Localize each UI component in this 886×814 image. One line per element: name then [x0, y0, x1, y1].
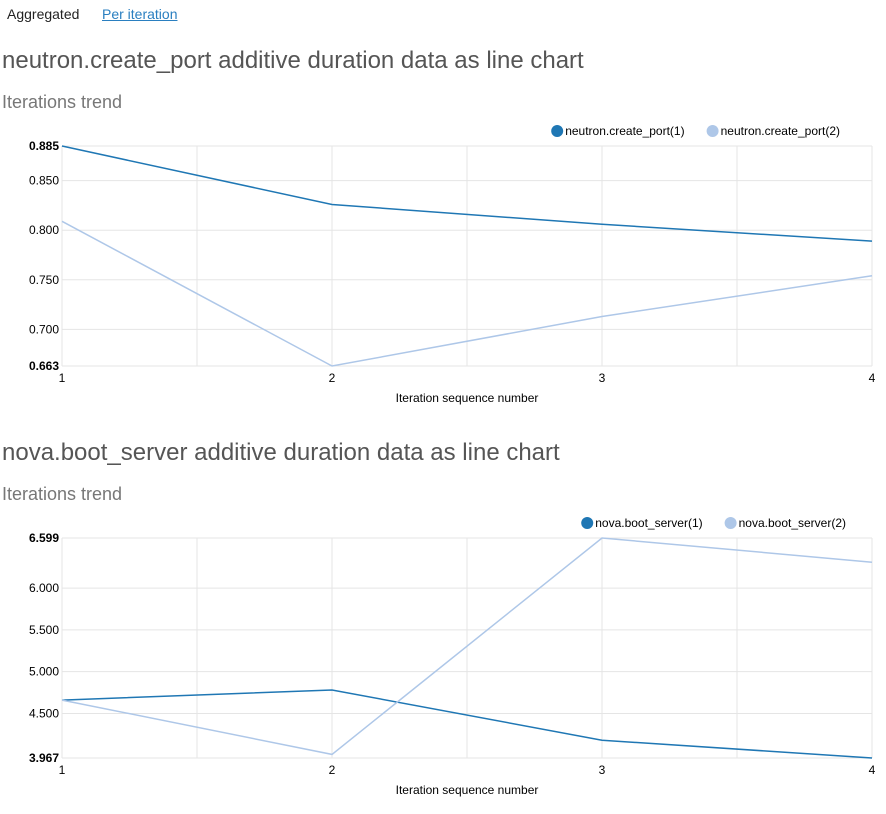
y-tick-label: 0.750	[29, 273, 59, 287]
section-subtitle: Iterations trend	[2, 484, 123, 504]
x-tick-label: 2	[329, 371, 336, 385]
grid-lines	[61, 537, 873, 759]
x-axis: 1 2 3 4	[59, 371, 876, 385]
y-tick-label: 5.500	[29, 623, 59, 637]
legend-item[interactable]: nova.boot_server(2)	[724, 516, 846, 530]
y-tick-label: 0.885	[29, 139, 59, 153]
x-tick-label: 3	[599, 763, 606, 777]
section-title: nova.boot_server additive duration data …	[2, 439, 560, 466]
x-tick-label: 4	[869, 763, 876, 777]
view-tabs: Aggregated Per iteration	[0, 0, 886, 30]
y-tick-label: 0.800	[29, 223, 59, 237]
legend-item[interactable]: neutron.create_port(2)	[706, 124, 840, 138]
legend-label: neutron.create_port(2)	[721, 124, 840, 138]
tab-aggregated[interactable]: Aggregated	[7, 6, 80, 22]
series-line	[61, 220, 873, 367]
y-tick-label: 4.500	[29, 706, 59, 720]
grid-lines	[61, 145, 873, 367]
x-tick-label: 2	[329, 763, 336, 777]
legend: neutron.create_port(1) neutron.create_por…	[551, 124, 840, 138]
x-axis-label: Iteration sequence number	[396, 391, 539, 405]
y-tick-label: 0.700	[29, 322, 59, 336]
legend: nova.boot_server(1) nova.boot_server(2)	[581, 516, 846, 530]
chart-section-neutron: neutron.create_port additive duration da…	[0, 47, 886, 407]
y-tick-label: 5.000	[29, 665, 59, 679]
x-axis-label: Iteration sequence number	[396, 783, 539, 797]
series-line	[61, 689, 873, 759]
y-tick-label: 0.663	[29, 359, 59, 373]
y-tick-label: 3.967	[29, 751, 59, 765]
series-group	[61, 537, 873, 759]
x-tick-label: 1	[59, 763, 66, 777]
legend-swatch	[551, 125, 564, 137]
series-line	[61, 537, 873, 756]
legend-label: nova.boot_server(2)	[739, 516, 846, 530]
x-axis: 1 2 3 4	[59, 763, 876, 777]
legend-swatch	[724, 517, 737, 529]
y-axis: 0.663 0.700 0.750 0.800 0.850 0.885	[29, 139, 59, 373]
legend-item[interactable]: neutron.create_port(1)	[551, 124, 685, 138]
y-tick-label: 0.850	[29, 174, 59, 188]
legend-swatch	[581, 517, 594, 529]
y-tick-label: 6.000	[29, 581, 59, 595]
legend-label: neutron.create_port(1)	[565, 124, 684, 138]
legend-label: nova.boot_server(1)	[595, 516, 702, 530]
y-tick-label: 6.599	[29, 531, 59, 545]
section-title: neutron.create_port additive duration da…	[2, 47, 584, 74]
x-tick-label: 1	[59, 371, 66, 385]
legend-item[interactable]: nova.boot_server(1)	[581, 516, 703, 530]
section-subtitle: Iterations trend	[2, 92, 123, 112]
tab-per-iteration[interactable]: Per iteration	[102, 6, 178, 22]
chart-section-nova: nova.boot_server additive duration data …	[0, 439, 886, 799]
x-tick-label: 4	[869, 371, 876, 385]
series-group	[61, 145, 873, 367]
y-axis: 3.967 4.500 5.000 5.500 6.000 6.599	[29, 531, 59, 765]
series-line	[61, 145, 873, 242]
x-tick-label: 3	[599, 371, 606, 385]
legend-swatch	[706, 125, 719, 137]
